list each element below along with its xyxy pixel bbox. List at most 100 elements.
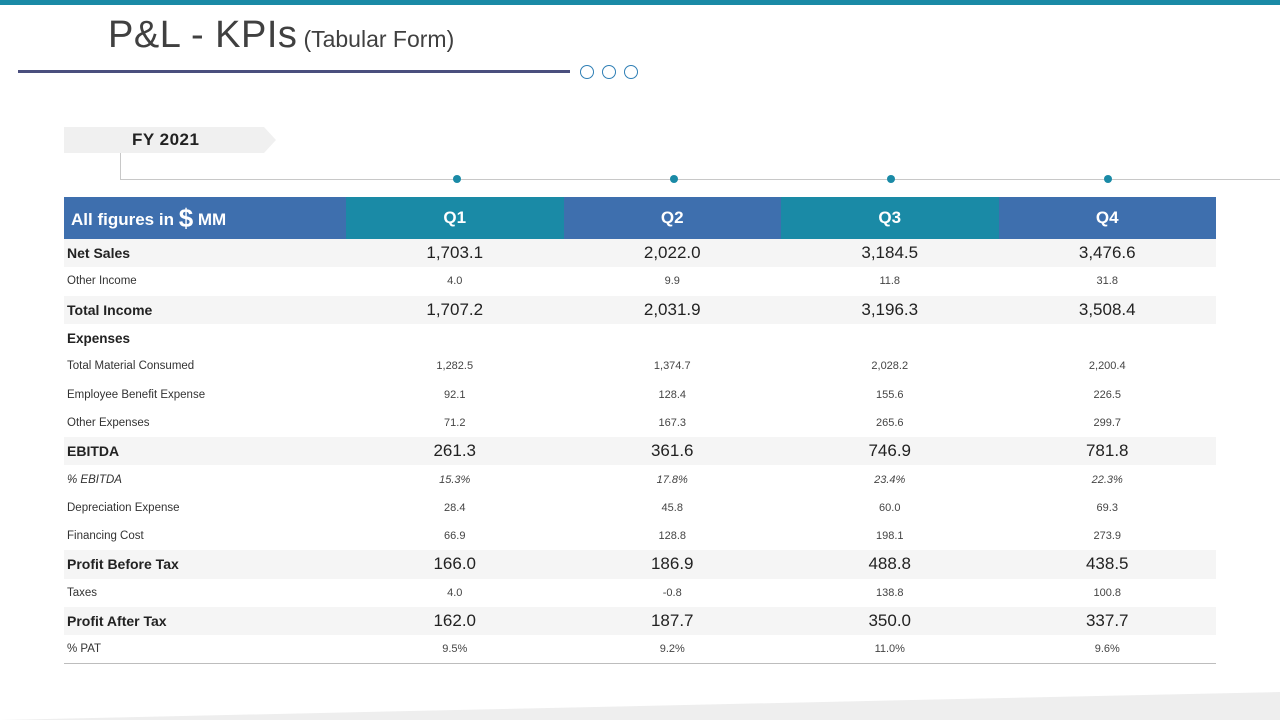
row-label: Profit After Tax [64,606,346,636]
cell-q1: 4.0 [447,275,463,288]
cell-q4: 337.7 [998,606,1216,636]
cell-q2: 361.6 [563,437,781,466]
cell-q4: 3,508.4 [998,295,1216,324]
row-label: Financing Cost [67,530,144,543]
currency-symbol: $ [178,202,194,233]
cell-q3: 488.8 [781,550,999,579]
row-label: Depreciation Expense [67,501,180,514]
cell-q2: 45.8 [661,501,683,514]
cell-q4: 3,476.6 [998,239,1216,268]
row-label: % PAT [64,635,346,664]
decorative-circles [580,65,638,79]
row-total-material-consumed: Total Material Consumed 1,282.5 1,374.7 … [64,352,1216,380]
cell-q3: 350.0 [781,606,999,636]
cell-q3: 265.6 [875,416,904,429]
page-title-sub: (Tabular Form) [303,26,455,52]
fy-tag-shape [64,127,276,153]
row-depreciation-expense: Depreciation Expense 28.4 45.8 60.0 69.3 [64,494,1216,522]
header-q4: Q4 [998,197,1216,239]
cell-q3: 746.9 [781,437,999,466]
row-ebitda-pct: % EBITDA 15.3% 17.8% 23.4% 22.3% [64,465,1216,493]
cell-q1: 1,707.2 [346,295,564,324]
bottom-decorative-band [0,692,1280,720]
cell-q1: 166.0 [346,550,564,579]
cell-q3: 2,028.2 [871,360,909,373]
timeline-dot-q1 [453,175,461,183]
row-label: Other Expenses [67,416,150,429]
cell-q2: 2,022.0 [563,239,781,268]
timeline-connector [120,153,121,180]
cell-q4: 438.5 [998,550,1216,579]
cell-q3: 11.0% [781,635,999,664]
page-title-main: P&L - KPIs [108,14,298,56]
cell-q4 [999,324,1217,352]
row-profit-before-tax: Profit Before Tax 166.0 186.9 488.8 438.… [64,550,1216,579]
cell-q4: 781.8 [998,437,1216,466]
cell-q2: 17.8% [656,473,688,486]
row-label: Employee Benefit Expense [67,388,206,401]
cell-q4: 31.8 [1096,275,1118,288]
row-label: Total Material Consumed [67,360,195,373]
cell-q1: 15.3% [439,473,471,486]
fy-label: FY 2021 [132,130,200,149]
cell-q2: 1,374.7 [653,360,691,373]
cell-q4: 100.8 [1093,586,1122,599]
cell-q2: 187.7 [563,606,781,636]
pl-kpi-table: All figures in $ MM Q1 Q2 Q3 Q4 Net Sale… [64,197,1216,664]
cell-q2: 128.4 [658,388,687,401]
row-net-sales: Net Sales 1,703.1 2,022.0 3,184.5 3,476.… [64,239,1216,268]
cell-q2 [564,324,782,352]
timeline-dot-q2 [670,175,678,183]
cell-q1: 162.0 [346,606,564,636]
row-expenses: Expenses [64,324,1216,352]
header-q2: Q2 [563,197,781,239]
cell-q3: 11.8 [879,275,901,288]
row-label: Taxes [67,586,98,599]
cell-q2: 9.2% [563,635,781,664]
cell-q3: 198.1 [875,530,904,543]
timeline-dot-q4 [1104,175,1112,183]
cell-q3: 23.4% [874,473,906,486]
units-suffix: MM [193,209,227,229]
row-label: Total Income [64,295,346,324]
row-pat-pct: % PAT 9.5% 9.2% 11.0% 9.6% [64,635,1216,664]
cell-q2: 186.9 [563,550,781,579]
cell-q3: 155.6 [875,388,904,401]
cell-q1: 4.0 [447,586,463,599]
cell-q1: 9.5% [346,635,564,664]
row-taxes: Taxes 4.0 -0.8 138.8 100.8 [64,579,1216,607]
row-label: Other Income [67,275,137,288]
top-accent-bar [0,0,1280,5]
cell-q4: 299.7 [1093,416,1122,429]
timeline-dot-q3 [887,175,895,183]
cell-q1: 92.1 [444,388,466,401]
cell-q1: 66.9 [444,530,466,543]
circle-icon [580,65,594,79]
row-label: % EBITDA [67,473,122,486]
cell-q1 [346,324,564,352]
cell-q4: 9.6% [998,635,1216,664]
cell-q1: 28.4 [444,501,466,514]
cell-q1: 261.3 [346,437,564,466]
row-financing-cost: Financing Cost 66.9 128.8 198.1 273.9 [64,522,1216,550]
cell-q3 [781,324,999,352]
units-prefix: All figures in [71,209,179,229]
cell-q2: -0.8 [662,586,682,599]
cell-q3: 60.0 [879,501,901,514]
cell-q4: 22.3% [1091,473,1123,486]
row-profit-after-tax: Profit After Tax 162.0 187.7 350.0 337.7 [64,606,1216,636]
cell-q2: 167.3 [658,416,687,429]
row-total-income: Total Income 1,707.2 2,031.9 3,196.3 3,5… [64,295,1216,324]
cell-q1: 1,703.1 [346,239,564,268]
title-underline [18,70,570,73]
cell-q4: 2,200.4 [1088,360,1126,373]
row-ebitda: EBITDA 261.3 361.6 746.9 781.8 [64,437,1216,466]
row-label: Net Sales [64,239,346,268]
circle-icon [602,65,616,79]
row-label: Expenses [67,330,131,346]
row-label: EBITDA [64,437,346,466]
cell-q1: 1,282.5 [436,360,474,373]
cell-q4: 69.3 [1096,501,1118,514]
timeline-line [120,179,1280,180]
row-other-expenses: Other Expenses 71.2 167.3 265.6 299.7 [64,409,1216,437]
